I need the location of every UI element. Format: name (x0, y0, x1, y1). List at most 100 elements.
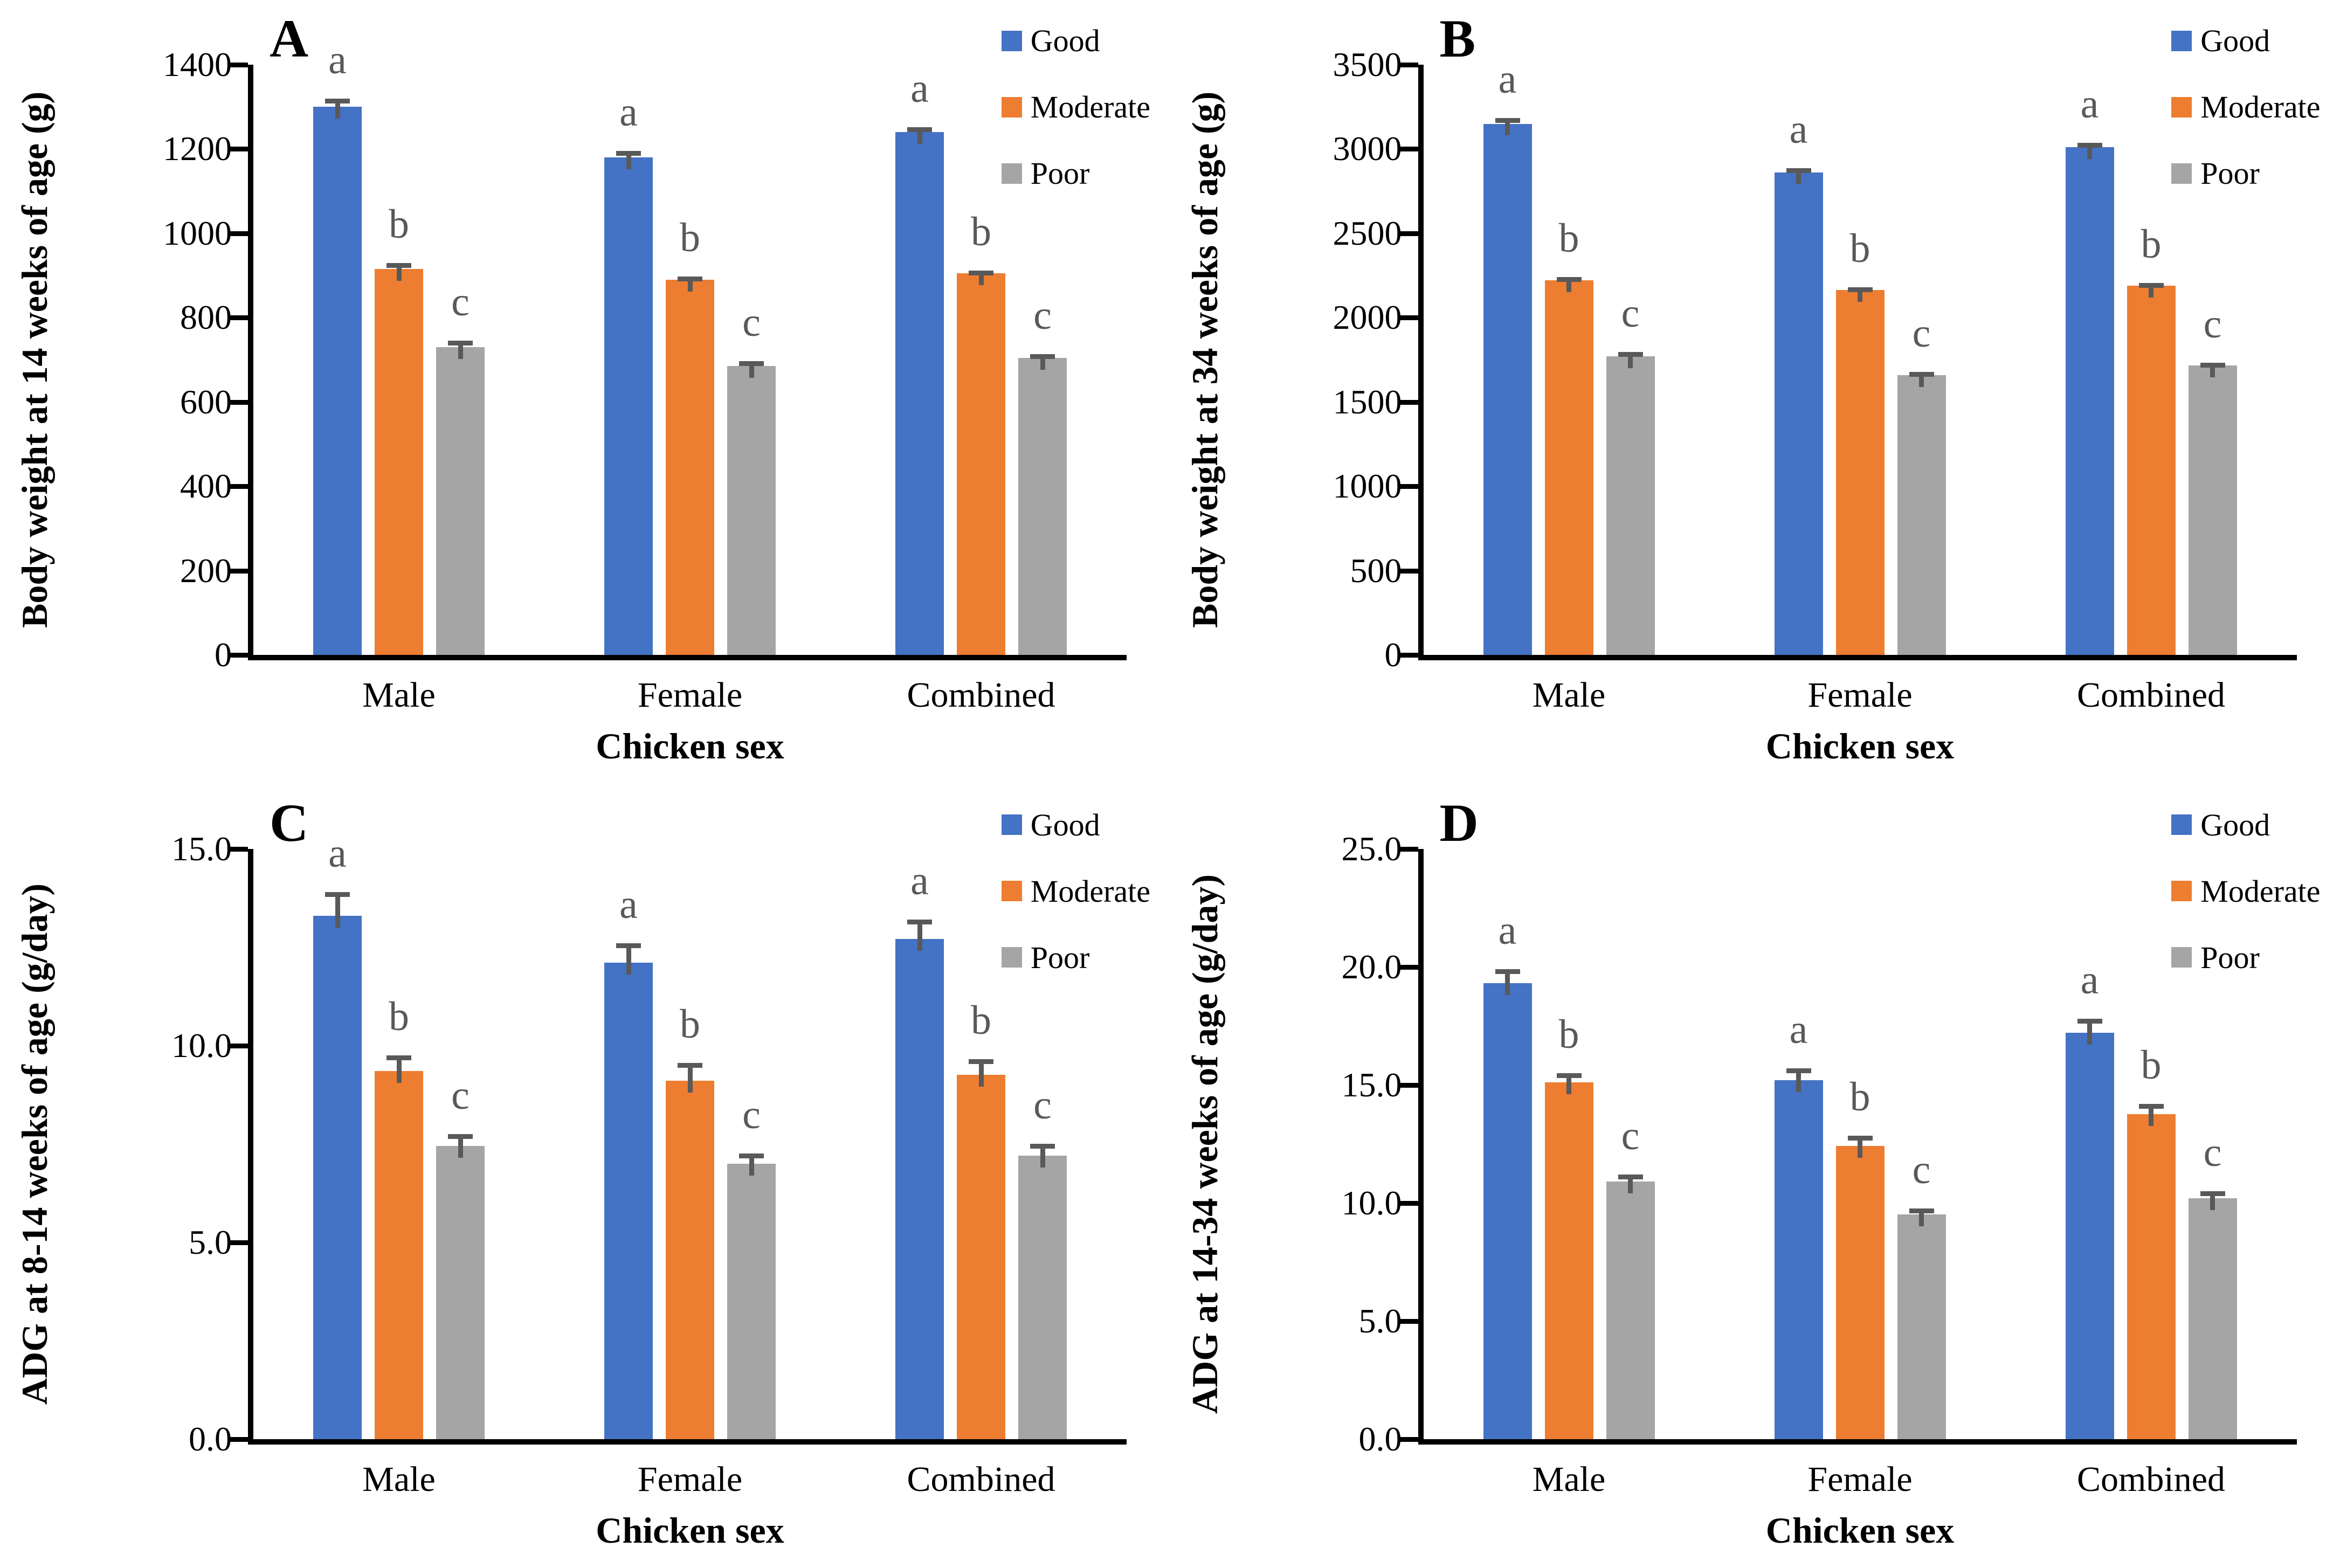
panel-c: C ADG at 8-14 weeks of age (g/day) Chicken… (0, 784, 1170, 1568)
y-tick-mark (1398, 1082, 1418, 1088)
bar-female-poor (727, 1163, 776, 1439)
error-bar-cap-female-poor (1909, 1208, 1934, 1214)
sig-letter-combined-poor: c (1033, 1082, 1052, 1128)
error-bar-cap-male-good (1495, 969, 1520, 974)
bar-female-poor (727, 366, 776, 655)
y-tick-label: 200 (180, 551, 232, 590)
y-tick-mark (229, 846, 248, 852)
sig-letter-male-good: a (328, 830, 347, 876)
legend-entry-moderate: Moderate (1001, 89, 1150, 125)
bar-combined-moderate (2127, 1114, 2176, 1439)
legend-entry-good: Good (1001, 807, 1150, 843)
error-bar-combined-good (2087, 1018, 2092, 1045)
sig-letter-female-moderate: b (1849, 225, 1870, 271)
bar-male-moderate (1544, 1082, 1593, 1439)
legend-label-poor: Poor (2200, 940, 2260, 975)
y-tick-mark (1398, 147, 1418, 152)
y-tick-label: 800 (180, 298, 232, 337)
error-bar-cap-male-moderate (386, 263, 411, 268)
panel-b: B Body weight at 34 weeks of age (g) Chick… (1170, 0, 2340, 784)
y-tick-mark (229, 1436, 248, 1442)
y-tick-label: 0.0 (1358, 1419, 1402, 1458)
legend-a: Good Moderate Poor (1001, 23, 1150, 222)
category-label-combined: Combined (2077, 675, 2225, 715)
y-tick-mark (1398, 484, 1418, 489)
error-bar-female-poor (749, 361, 754, 378)
panel-letter-c: C (270, 792, 309, 853)
legend-swatch-poor (2171, 947, 2192, 968)
bar-combined-poor (2188, 365, 2237, 655)
sig-letter-combined-poor: c (2203, 1129, 2222, 1175)
panel-a: A Body weight at 14 weeks of age (g) Chick… (0, 0, 1170, 784)
y-tick-mark (1398, 1200, 1418, 1206)
sig-letter-combined-good: a (2080, 957, 2099, 1003)
category-label-combined: Combined (907, 675, 1055, 715)
error-bar-cap-female-poor (1909, 372, 1934, 377)
bar-male-good (313, 107, 362, 655)
error-bar-cap-female-good (1786, 168, 1811, 174)
error-bar-cap-female-poor (739, 1153, 764, 1159)
error-bar-cap-combined-poor (1030, 1144, 1055, 1149)
error-bar-cap-female-good (1786, 1068, 1811, 1073)
sig-letter-combined-good: a (2080, 81, 2099, 127)
y-axis-line-c (248, 848, 253, 1445)
y-tick-mark (1398, 1318, 1418, 1324)
sig-letter-female-good: a (1789, 1006, 1808, 1052)
y-tick-mark (229, 653, 248, 658)
error-bar-female-moderate (1858, 1135, 1862, 1158)
error-bar-cap-female-good (616, 943, 641, 948)
y-tick-label: 400 (180, 467, 232, 506)
legend-entry-poor: Poor (2171, 940, 2320, 976)
sig-letter-combined-moderate: b (2141, 222, 2162, 267)
sig-letter-male-moderate: b (1558, 1011, 1579, 1057)
sig-letter-combined-moderate: b (2141, 1042, 2162, 1088)
category-label-female: Female (1807, 1459, 1913, 1499)
error-bar-cap-combined-good (907, 127, 932, 132)
y-tick-label: 1500 (1333, 382, 1402, 421)
sig-letter-combined-poor: c (1033, 293, 1052, 339)
sig-letter-male-poor: c (1621, 291, 1640, 336)
sig-letter-male-moderate: b (389, 993, 409, 1039)
y-tick-label: 0 (215, 636, 232, 674)
error-bar-female-poor (1919, 1208, 1924, 1227)
sig-letter-combined-poor: c (2203, 301, 2222, 347)
x-axis-line-a (248, 655, 1127, 660)
bar-female-good (1774, 1080, 1823, 1439)
legend-swatch-moderate (1001, 881, 1022, 901)
legend-label-moderate: Moderate (2200, 89, 2321, 125)
sig-letter-female-good: a (619, 881, 638, 927)
y-tick-label: 1200 (163, 129, 232, 168)
legend-swatch-poor (2171, 163, 2192, 184)
x-axis-title-a: Chicken sex (596, 726, 784, 766)
error-bar-cap-male-moderate (386, 1055, 411, 1060)
error-bar-cap-male-poor (1618, 1174, 1643, 1179)
error-bar-cap-combined-good (2077, 143, 2102, 148)
y-tick-mark (1398, 231, 1418, 236)
error-bar-cap-male-good (325, 98, 350, 103)
sig-letter-combined-moderate: b (971, 998, 991, 1044)
sig-letter-female-poor: c (742, 1092, 761, 1138)
error-bar-combined-moderate (978, 1059, 984, 1087)
error-bar-male-good (335, 98, 340, 119)
y-tick-label: 5.0 (189, 1222, 232, 1261)
error-bar-combined-moderate (2149, 1103, 2153, 1127)
legend-label-good: Good (2200, 23, 2270, 58)
x-axis-line-b (1418, 655, 2297, 660)
category-label-male: Male (362, 675, 436, 715)
y-tick-label: 0 (1384, 636, 1402, 674)
error-bar-female-good (626, 943, 631, 975)
sig-letter-male-poor: c (451, 279, 470, 325)
sig-letter-male-good: a (1498, 56, 1517, 102)
error-bar-male-good (1505, 969, 1510, 996)
bar-male-good (1483, 123, 1532, 655)
error-bar-cap-female-poor (739, 361, 764, 366)
sig-letter-combined-good: a (910, 65, 929, 111)
error-bar-female-good (626, 151, 631, 170)
error-bar-cap-male-good (325, 892, 350, 897)
y-tick-label: 500 (1350, 551, 1402, 590)
error-bar-female-poor (749, 1153, 754, 1176)
category-label-female: Female (1807, 675, 1913, 715)
y-tick-mark (1398, 653, 1418, 658)
